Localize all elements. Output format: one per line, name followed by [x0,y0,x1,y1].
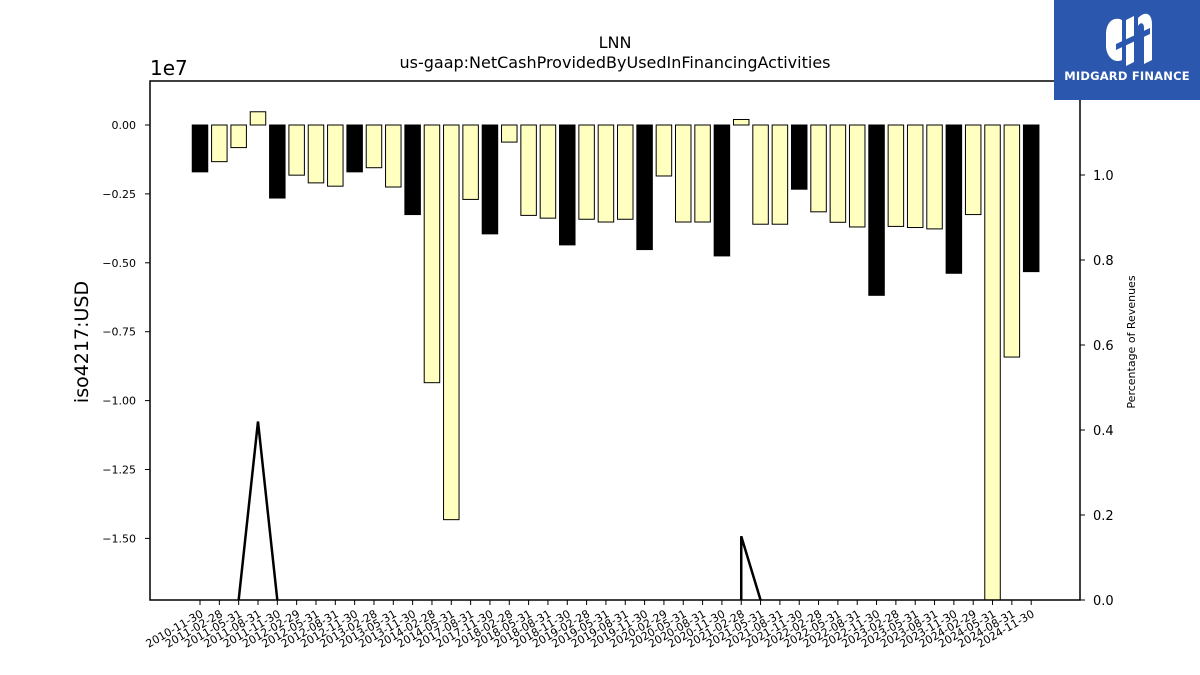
bar-2022-11-30 [868,124,885,296]
bar-2017-08-31 [462,124,479,200]
bar-2024-02-29 [964,124,982,216]
bar-2013-02-28 [365,124,383,169]
brand-mark-icon [1106,13,1152,66]
bar-2014-05-31 [443,124,460,521]
chart-title: LNN [599,33,632,52]
bar-2023-02-28 [887,124,905,227]
bar-2012-11-30 [346,124,363,173]
brand-logo: MIDGARD FINANCE [1054,0,1200,100]
bar-2019-02-28 [578,124,595,220]
y-tick-label: −0.75 [102,326,136,339]
bar-2011-08-31 [249,111,267,126]
bar-2012-08-31 [327,124,344,187]
chart-subtitle: us-gaap:NetCashProvidedByUsedInFinancing… [399,53,830,72]
y-offset-text: 1e7 [150,56,188,80]
bar-2019-11-30 [636,124,653,251]
y-tick-label: −1.25 [102,464,136,477]
bar-2024-08-31 [1003,124,1021,358]
bar-2010-11-30 [191,124,209,173]
y-axis-label: iso4217:USD [71,281,93,403]
bar-2019-08-31 [617,124,634,220]
y-tick-label: 0.00 [112,119,137,132]
bar-2021-05-31 [752,124,769,225]
bars-group [191,111,1040,601]
bar-2018-08-31 [539,124,557,219]
bar-2011-05-31 [230,124,247,149]
bar-2021-02-28 [732,118,750,126]
y2-tick-label: 0.8 [1093,254,1114,269]
pct-line-segment-1 [237,421,279,601]
y-tick-label: −0.25 [102,188,136,201]
bar-2017-11-30 [481,124,499,235]
y-tick-label: −1.50 [102,532,136,545]
bar-2013-05-31 [385,124,402,188]
bar-2011-11-30 [269,124,286,199]
bar-2012-02-29 [288,124,305,176]
bar-2020-08-31 [694,124,711,223]
bar-2011-02-28 [211,124,228,163]
bar-2022-08-31 [848,124,866,228]
pct-line-segment-2 [739,535,762,601]
bar-2021-08-31 [771,124,789,225]
bar-2022-05-31 [829,124,847,223]
bar-2020-11-30 [713,124,731,257]
bar-2022-02-28 [810,124,827,213]
bar-2012-05-31 [307,124,325,184]
y2-tick-label: 0.6 [1093,339,1114,354]
y-tick-label: −0.50 [102,257,136,270]
y2-tick-label: 0.2 [1093,509,1114,524]
y2-tick-label: 0.0 [1093,594,1114,609]
y2-tick-label: 0.4 [1093,424,1114,439]
bar-2023-05-31 [906,124,924,229]
bar-2020-02-29 [655,124,673,177]
y-tick-label: −1.00 [102,395,136,408]
bar-2014-02-28 [423,124,441,384]
brand-name: MIDGARD FINANCE [1064,69,1190,83]
bar-2018-02-28 [501,124,518,143]
bar-2024-11-30 [1022,124,1040,273]
bar-2020-05-31 [675,124,692,223]
y2-tick-label: 1.0 [1093,169,1114,184]
bar-2023-11-30 [945,124,963,274]
percentage-line-group [237,421,762,601]
bar-2019-05-31 [597,124,615,223]
bar-2024-05-31 [984,124,1001,601]
plot-frame [149,80,1081,601]
y2-axis-label: Percentage of Revenues [1125,275,1138,408]
bar-2018-05-31 [520,124,537,216]
bar-2023-08-31 [926,124,943,230]
bar-2021-11-30 [790,124,808,190]
bar-2013-11-30 [404,124,421,216]
axes-group: 0.00 −0.25 −0.50 −0.75 −1.00 −1.25 −1.50 0.0 0.2… [102,80,1114,651]
bar-2018-11-30 [559,124,576,246]
